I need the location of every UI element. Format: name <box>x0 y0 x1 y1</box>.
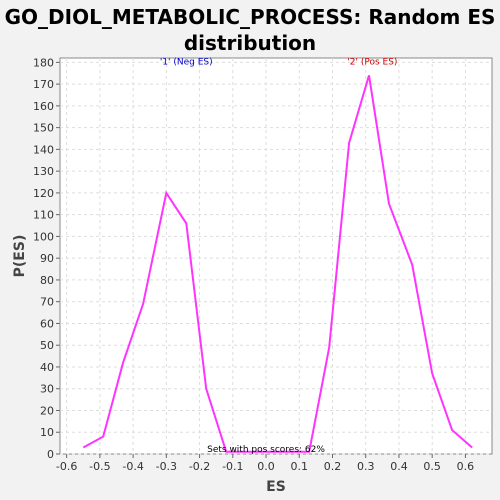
x-tick-label: 0.0 <box>257 460 275 473</box>
x-tick-label: 0.1 <box>291 460 309 473</box>
y-tick-label: 110 <box>33 209 54 222</box>
chart-title-line1: GO_DIOL_METABOLIC_PROCESS: Random ES <box>4 5 496 29</box>
chart-title-line2: distribution <box>183 31 317 55</box>
y-tick-label: 90 <box>40 252 54 265</box>
y-tick-label: 50 <box>40 339 54 352</box>
y-tick-label: 160 <box>33 100 54 113</box>
x-tick-label: -0.4 <box>122 460 143 473</box>
x-axis-label: ES <box>266 479 286 495</box>
y-tick-label: 20 <box>40 404 54 417</box>
y-tick-label: 140 <box>33 143 54 156</box>
y-tick-label: 180 <box>33 56 54 69</box>
chart-annotations: '1' (Neg ES) '2' (Pos ES) Sets with pos sc… <box>160 58 398 455</box>
y-tick-label: 170 <box>33 78 54 91</box>
y-tick-label: 70 <box>40 296 54 309</box>
annotation-label: '1' (Neg ES) <box>160 58 213 68</box>
annotation-label: Sets with pos scores: 62% <box>207 445 325 455</box>
y-axis-label: P(ES) <box>12 235 28 278</box>
x-tick-label: 0.5 <box>423 460 441 473</box>
annotation-label: '2' (Pos ES) <box>347 58 397 68</box>
y-tick-label: 40 <box>40 361 54 374</box>
y-tick-label: 150 <box>33 122 54 135</box>
x-tick-label: 0.6 <box>457 460 475 473</box>
y-tick-label: 100 <box>33 230 54 243</box>
x-tick-label: 0.3 <box>357 460 375 473</box>
x-tick-label: 0.2 <box>324 460 342 473</box>
x-tick-label: -0.6 <box>56 460 77 473</box>
y-tick-label: 120 <box>33 187 54 200</box>
x-tick-label: 0.4 <box>390 460 408 473</box>
plot-area <box>59 57 493 455</box>
y-tick-label: 0 <box>47 448 54 461</box>
chart-title: GO_DIOL_METABOLIC_PROCESS: Random ES dis… <box>0 4 500 56</box>
y-tick-label: 60 <box>40 317 54 330</box>
y-tick-label: 30 <box>40 383 54 396</box>
x-axis-ticks: -0.6 -0.5 -0.4 -0.3 -0.2 -0.1 0.0 0.1 0.2 0.3 0.4 0… <box>56 454 474 473</box>
y-tick-label: 80 <box>40 274 54 287</box>
y-tick-label: 10 <box>40 426 54 439</box>
x-tick-label: -0.3 <box>156 460 177 473</box>
series-line-es <box>82 75 473 453</box>
y-axis-ticks: 0 10 20 30 40 50 60 70 80 90 100 110 120 130 140 150 160… <box>33 56 60 461</box>
x-tick-label: -0.5 <box>89 460 110 473</box>
x-tick-label: -0.1 <box>222 460 243 473</box>
y-tick-label: 130 <box>33 165 54 178</box>
x-tick-label: -0.2 <box>189 460 210 473</box>
